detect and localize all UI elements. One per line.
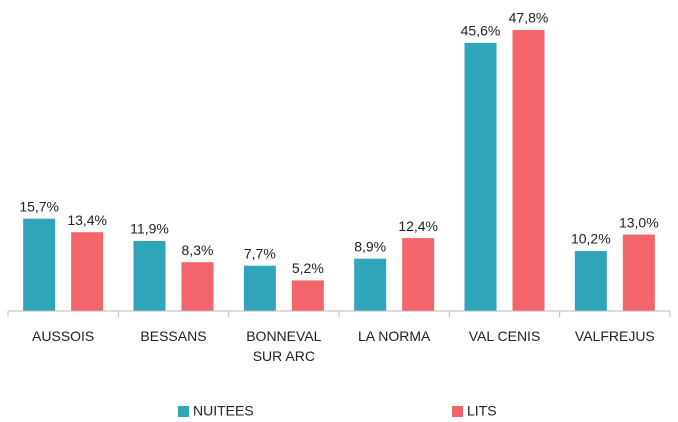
x-tick-label: BESSANS bbox=[140, 328, 207, 344]
data-label: 5,2% bbox=[292, 260, 324, 276]
bar bbox=[23, 218, 56, 311]
bar bbox=[622, 234, 655, 311]
legend-swatch bbox=[452, 406, 463, 417]
data-label: 13,0% bbox=[619, 214, 659, 230]
x-tick-label: VALFREJUS bbox=[574, 328, 655, 344]
bar bbox=[181, 262, 214, 311]
data-label: 47,8% bbox=[509, 10, 549, 26]
bar bbox=[402, 238, 435, 311]
bar bbox=[512, 29, 545, 311]
bar bbox=[243, 265, 276, 311]
data-label: 13,4% bbox=[67, 212, 107, 228]
data-label: 45,6% bbox=[461, 23, 501, 39]
bar bbox=[354, 258, 387, 311]
data-label: 10,2% bbox=[571, 231, 611, 247]
x-tick-label: BONNEVAL SUR ARC bbox=[246, 328, 322, 364]
x-tick-label: VAL CENIS bbox=[468, 328, 541, 344]
bar bbox=[464, 42, 497, 311]
bar bbox=[71, 232, 104, 311]
legend-label: NUITEES bbox=[193, 403, 254, 419]
x-tick-label: AUSSOIS bbox=[32, 328, 95, 344]
x-tick-label: LA NORMA bbox=[357, 328, 431, 344]
bar bbox=[291, 280, 324, 311]
data-label: 7,7% bbox=[244, 245, 276, 261]
data-label: 11,9% bbox=[130, 221, 169, 237]
data-label: 12,4% bbox=[398, 218, 438, 234]
legend-swatch bbox=[178, 406, 189, 417]
data-label: 8,9% bbox=[354, 238, 386, 254]
bar bbox=[574, 251, 607, 311]
data-label: 8,3% bbox=[182, 242, 214, 258]
bar bbox=[133, 241, 166, 311]
legend-label: LITS bbox=[467, 403, 497, 419]
data-label: 15,7% bbox=[19, 198, 59, 214]
